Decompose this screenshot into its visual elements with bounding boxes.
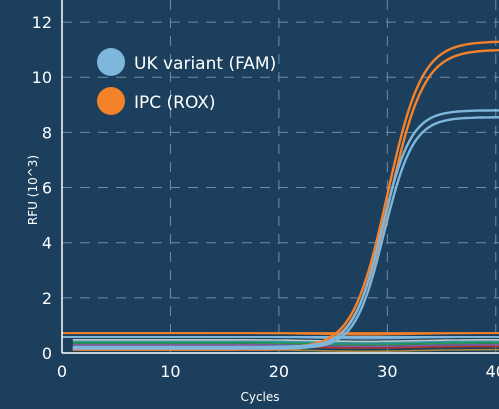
y-tick-label: 0 (42, 344, 52, 363)
y-tick-label: 6 (42, 179, 52, 198)
x-tick-label: 0 (57, 362, 67, 381)
y-tick-label: 10 (32, 68, 52, 87)
x-tick-label: 30 (377, 362, 397, 381)
baseline-trace (72, 338, 499, 343)
legend-marker-ipc (97, 87, 125, 115)
x-tick-label: 20 (269, 362, 289, 381)
baseline-trace (72, 340, 499, 344)
y-tick-label: 8 (42, 123, 52, 142)
x-axis-title: Cycles (240, 390, 279, 404)
legend-label-ipc: IPC (ROX) (134, 93, 216, 113)
y-tick-label: 2 (42, 289, 52, 308)
amplification-curve (72, 116, 499, 350)
data-layer (62, 40, 499, 353)
x-tick-label: 10 (160, 362, 180, 381)
tick-layer: 0 10 20 30 40 0 2 4 6 8 10 12 (32, 13, 499, 381)
x-tick-label: 40 (486, 362, 499, 381)
legend-marker-uk-variant (97, 48, 125, 76)
legend: UK variant (FAM) IPC (ROX) (97, 48, 276, 115)
y-axis-title: RFU (10^3) (26, 155, 40, 225)
y-tick-label: 4 (42, 234, 52, 253)
axis-layer (61, 0, 499, 354)
grid-layer (62, 0, 499, 353)
y-tick-label: 12 (32, 13, 52, 32)
legend-label-uk-variant: UK variant (FAM) (134, 54, 276, 74)
amplification-curve (72, 109, 499, 349)
